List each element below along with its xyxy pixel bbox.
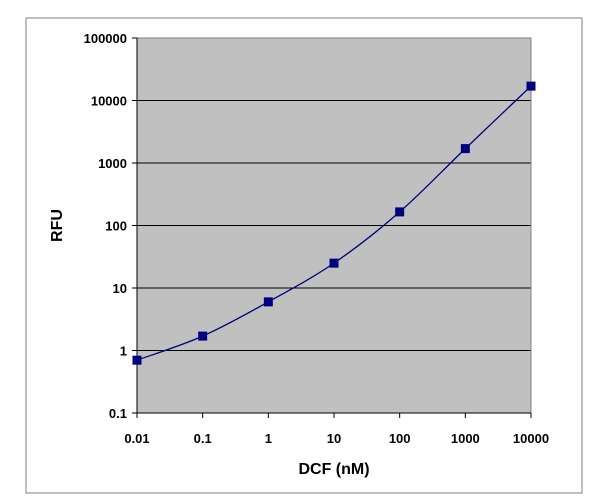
data-point-marker [198,331,208,341]
y-tick-label: 100000 [84,31,127,46]
series-rfu [132,81,536,365]
x-tick-label: 10000 [513,431,549,446]
x-tick-label: 0.1 [194,431,212,446]
data-point-marker [395,207,405,217]
x-tick-label: 10 [327,431,341,446]
x-tick-label: 1000 [451,431,480,446]
y-tick-label: 10000 [91,94,127,109]
x-tick-label: 100 [389,431,411,446]
data-point-marker [460,144,470,154]
data-point-marker [263,297,273,307]
x-tick-label: 0.01 [124,431,149,446]
y-tick-label: 1000 [98,156,127,171]
x-axis-ticks: 0.01 0.1 1 10 100 1000 10000 [124,412,549,446]
x-axis-title: DCF (nM) [298,461,369,478]
y-axis-title: RFU [49,209,66,242]
data-point-marker [526,81,536,91]
data-point-marker [132,355,142,365]
data-point-marker [329,258,339,268]
y-axis-ticks: 0.1 1 10 100 1000 10000 100000 [84,31,138,421]
x-tick-label: 1 [265,431,272,446]
y-tick-label: 0.1 [109,406,127,421]
y-tick-label: 10 [113,281,127,296]
y-tick-label: 1 [120,344,127,359]
y-tick-label: 100 [105,219,127,234]
